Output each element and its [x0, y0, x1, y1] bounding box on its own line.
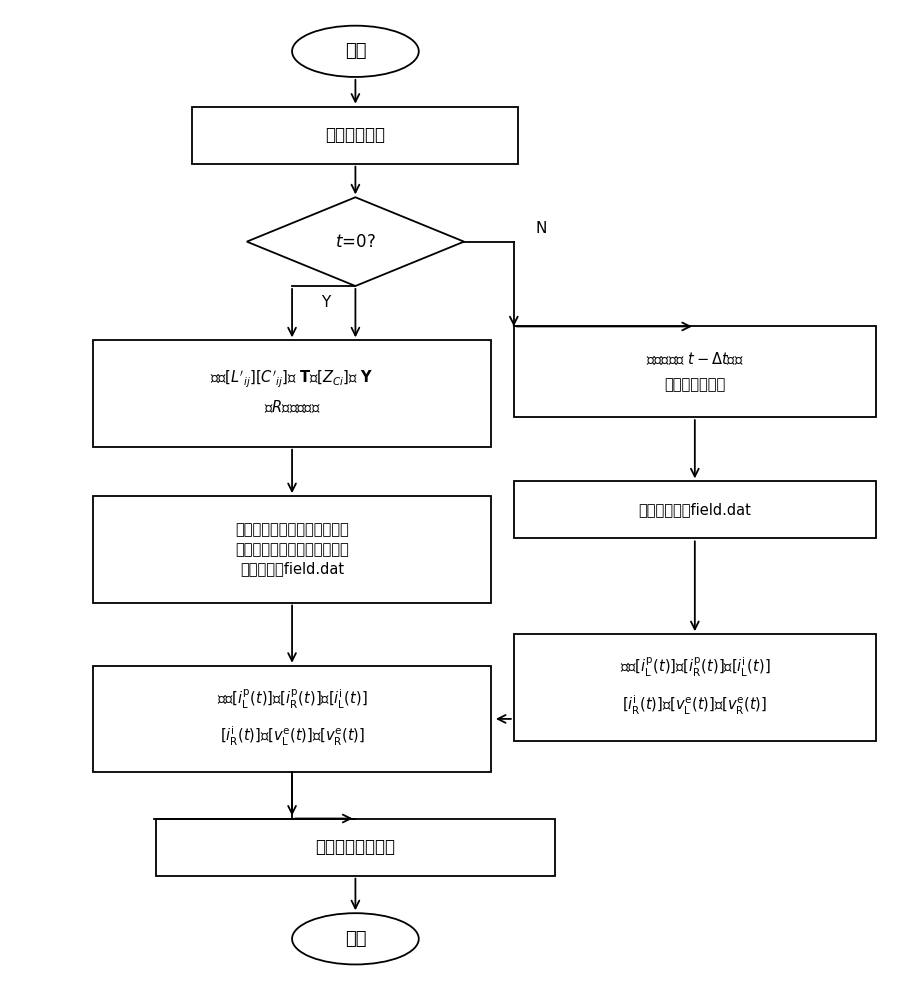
Text: 到数据文件field.dat: 到数据文件field.dat: [240, 562, 344, 577]
Polygon shape: [247, 197, 464, 286]
Text: 计算$[i_{\mathrm{L}}^{\mathrm{p}}(t)]$、$[i_{\mathrm{R}}^{\mathrm{p}}(t)]$、$[i_{\ma: 计算$[i_{\mathrm{L}}^{\mathrm{p}}(t)]$、$[i…: [217, 688, 368, 711]
Text: $t$=0?: $t$=0?: [335, 233, 376, 251]
Text: 散射电压及电流: 散射电压及电流: [664, 377, 725, 392]
Text: 参数[$L'_{ij}$][$C'_{ij}$]、 $\mathbf{T}$、[$Z_{Ci}$]、 $\mathbf{Y}$: 参数[$L'_{ij}$][$C'_{ij}$]、 $\mathbf{T}$、[…: [210, 369, 374, 390]
Text: 读入测量的 $t-\Delta t$时刻: 读入测量的 $t-\Delta t$时刻: [646, 351, 743, 367]
Text: $[i_{\mathrm{R}}^{\mathrm{i}}(t)]$、$[v_{\mathrm{L}}^{\mathrm{e}}(t)]$、$[v_{\math: $[i_{\mathrm{R}}^{\mathrm{i}}(t)]$、$[v_{…: [622, 694, 767, 717]
Text: 开始: 开始: [345, 42, 366, 60]
Bar: [93, 666, 491, 772]
Text: Y: Y: [321, 295, 330, 310]
Text: 水平分量、垂直分量，并保存: 水平分量、垂直分量，并保存: [235, 542, 349, 557]
Text: 结束: 结束: [345, 930, 366, 948]
Text: N: N: [535, 221, 547, 236]
Ellipse shape: [292, 913, 419, 964]
Bar: [192, 107, 518, 164]
Ellipse shape: [292, 26, 419, 77]
Bar: [514, 634, 876, 741]
Text: 读取数据文件field.dat: 读取数据文件field.dat: [639, 502, 751, 517]
Bar: [93, 340, 491, 447]
Bar: [156, 819, 554, 876]
Text: 计算$[i_{\mathrm{L}}^{\mathrm{p}}(t)]$、$[i_{\mathrm{R}}^{\mathrm{p}}(t)]$、$[i_{\ma: 计算$[i_{\mathrm{L}}^{\mathrm{p}}(t)]$、$[i…: [619, 656, 770, 679]
Text: 计算线路各处、不同时刻电场: 计算线路各处、不同时刻电场: [235, 522, 349, 537]
Text: $[i_{\mathrm{R}}^{\mathrm{i}}(t)]$、$[v_{\mathrm{L}}^{\mathrm{e}}(t)]$、$[v_{\math: $[i_{\mathrm{R}}^{\mathrm{i}}(t)]$、$[v_{…: [220, 725, 365, 748]
Text: 读入相关参数: 读入相关参数: [325, 126, 385, 144]
Bar: [514, 326, 876, 417]
Text: 及$R$计算并保存: 及$R$计算并保存: [264, 398, 321, 415]
Bar: [514, 481, 876, 538]
Text: 输出电路元件参数: 输出电路元件参数: [315, 838, 395, 856]
Bar: [93, 496, 491, 603]
